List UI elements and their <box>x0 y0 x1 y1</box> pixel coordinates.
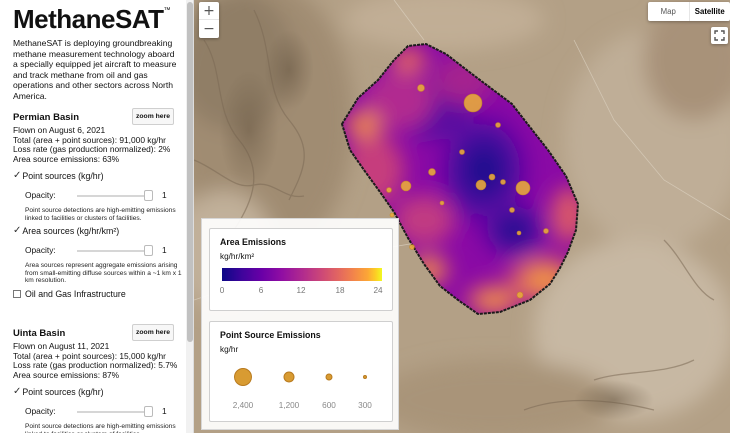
map-legend: Area Emissions kg/hr/km² 0 6 12 18 24 Po… <box>201 218 399 430</box>
size-circle-small <box>325 373 333 381</box>
sidebar-scrollbar[interactable] <box>186 0 193 433</box>
zoom-out-button[interactable]: − <box>203 21 215 37</box>
area-sources-label: Area sources (kg/hr/km²) <box>22 225 120 236</box>
point-source-markers[interactable] <box>386 84 549 299</box>
legend-unit: kg/hr/km² <box>220 252 255 261</box>
point-sources-opacity: Opacity: 1 <box>25 190 175 202</box>
area-sources-opacity: Opacity: 1 <box>25 245 175 257</box>
stat-area-share: Area source emissions: 63% <box>13 153 120 164</box>
size-label: 300 <box>358 401 372 410</box>
opacity-slider-track[interactable] <box>77 195 149 197</box>
basin-title: Uinta Basin <box>13 328 66 339</box>
stat-flown: Flown on August 6, 2021 <box>13 125 106 135</box>
point-emissions-legend: Point Source Emissions kg/hr 2,400 1,200… <box>209 321 393 422</box>
checkmark-icon: ✓ <box>13 170 22 181</box>
satellite-imagery <box>194 0 730 433</box>
size-circle-smallest <box>363 375 367 379</box>
opacity-label: Opacity: <box>25 245 56 255</box>
zoom-here-button[interactable]: zoom here <box>132 324 174 341</box>
size-label: 1,200 <box>278 401 300 410</box>
map-view[interactable]: + − Map Satellite Area Emissions kg/hr/k… <box>194 0 730 433</box>
zoom-control: + − <box>199 2 219 38</box>
checkmark-icon: ✓ <box>13 386 22 397</box>
opacity-slider-track[interactable] <box>77 250 149 252</box>
checkmark-icon: ✓ <box>13 225 22 236</box>
ramp-tick: 12 <box>296 286 306 295</box>
stat-loss-rate: Loss rate (gas production normalized): 5… <box>13 360 178 371</box>
point-sources-label: Point sources (kg/hr) <box>22 170 104 181</box>
ramp-tick: 0 <box>219 286 225 295</box>
map-type-satellite[interactable]: Satellite <box>688 2 730 21</box>
size-circle-large <box>234 368 252 386</box>
opacity-slider-thumb[interactable] <box>144 245 153 256</box>
ramp-tick: 6 <box>258 286 264 295</box>
opacity-value: 1 <box>162 190 167 200</box>
basin-stats: Flown on August 11, 2021 Total (area + p… <box>13 341 185 380</box>
infrastructure-label: Oil and Gas Infrastructure <box>25 289 126 299</box>
area-sources-toggle[interactable]: ✓ Area sources (kg/hr/km²) <box>13 225 119 236</box>
ramp-tick: 24 <box>373 286 383 295</box>
basin-title: Permian Basin <box>13 112 79 123</box>
size-label: 2,400 <box>232 401 254 410</box>
basin-stats: Flown on August 6, 2021 Total (area + po… <box>13 125 185 164</box>
color-ramp <box>222 268 382 281</box>
fullscreen-button[interactable] <box>711 27 728 44</box>
infrastructure-toggle[interactable]: Oil and Gas Infrastructure <box>13 289 126 299</box>
zoom-here-button[interactable]: zoom here <box>132 108 174 125</box>
stat-area-share: Area source emissions: 87% <box>13 369 120 380</box>
point-sources-note: Point source detections are high-emittin… <box>25 423 176 433</box>
intro-text: MethaneSAT is deploying groundbreaking m… <box>13 38 177 101</box>
legend-title: Point Source Emissions <box>220 330 321 340</box>
sidebar: MethaneSAT™ MethaneSAT is deploying grou… <box>0 0 194 433</box>
scrollbar-thumb[interactable] <box>187 2 193 342</box>
stat-flown: Flown on August 11, 2021 <box>13 341 110 351</box>
legend-title: Area Emissions <box>220 237 287 247</box>
survey-boundary <box>340 42 580 316</box>
opacity-label: Opacity: <box>25 406 56 416</box>
area-sources-note: Area sources represent aggregate emissio… <box>25 262 182 285</box>
opacity-value: 1 <box>162 406 167 416</box>
map-type-control: Map Satellite <box>648 2 730 21</box>
zoom-in-button[interactable]: + <box>199 2 219 20</box>
opacity-slider-thumb[interactable] <box>144 190 153 201</box>
opacity-slider-thumb[interactable] <box>144 406 153 417</box>
map-type-map[interactable]: Map <box>660 7 676 16</box>
size-circle-medium <box>283 371 295 383</box>
point-sources-opacity: Opacity: 1 <box>25 406 175 418</box>
opacity-label: Opacity: <box>25 190 56 200</box>
legend-unit: kg/hr <box>220 345 239 354</box>
opacity-value: 1 <box>162 245 167 255</box>
ramp-tick: 18 <box>335 286 345 295</box>
stat-total: Total (area + point sources): 91,000 kg/… <box>13 134 166 145</box>
point-sources-note: Point source detections are high-emittin… <box>25 207 176 222</box>
stat-total: Total (area + point sources): 15,000 kg/… <box>13 350 166 361</box>
size-label: 600 <box>322 401 336 410</box>
app-logo: MethaneSAT™ <box>13 4 171 34</box>
point-sources-toggle[interactable]: ✓ Point sources (kg/hr) <box>13 386 104 397</box>
opacity-slider-track[interactable] <box>77 411 149 413</box>
checkbox-icon <box>13 290 21 298</box>
fullscreen-icon <box>714 30 725 41</box>
area-emissions-legend: Area Emissions kg/hr/km² 0 6 12 18 24 <box>209 228 393 311</box>
point-sources-label: Point sources (kg/hr) <box>22 386 104 397</box>
stat-loss-rate: Loss rate (gas production normalized): 2… <box>13 144 171 155</box>
point-sources-toggle[interactable]: ✓ Point sources (kg/hr) <box>13 170 104 181</box>
